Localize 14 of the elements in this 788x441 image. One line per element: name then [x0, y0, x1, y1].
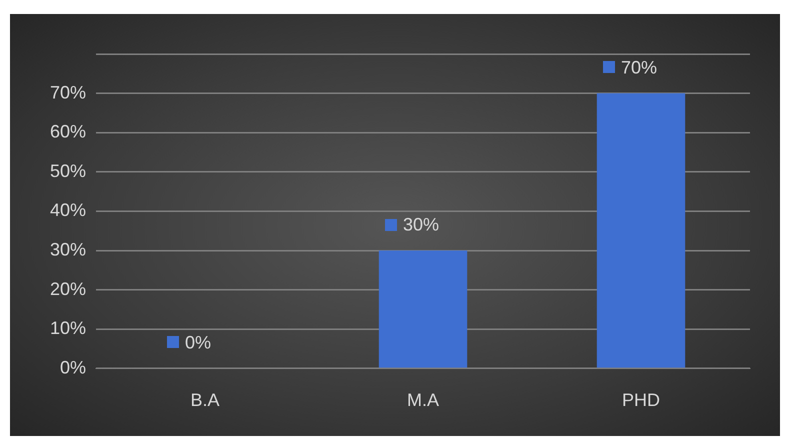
x-tick-label: M.A	[407, 390, 440, 410]
y-tick-label: 10%	[50, 318, 86, 338]
text: 30%	[403, 214, 440, 234]
y-tick-label: 30%	[50, 239, 86, 260]
y-tick-label: 0%	[60, 357, 86, 378]
x-tick-label: PHD	[622, 390, 660, 410]
text: 70%	[621, 57, 658, 78]
y-tick-label: 40%	[50, 200, 86, 220]
y-tick-label: 70%	[50, 82, 86, 102]
y-tick-label: 20%	[50, 278, 86, 299]
x-tick-label: B.A	[190, 390, 220, 410]
y-tick-label: 50%	[50, 160, 86, 181]
text: 0%	[185, 332, 212, 352]
y-tick-label: 60%	[50, 122, 86, 142]
